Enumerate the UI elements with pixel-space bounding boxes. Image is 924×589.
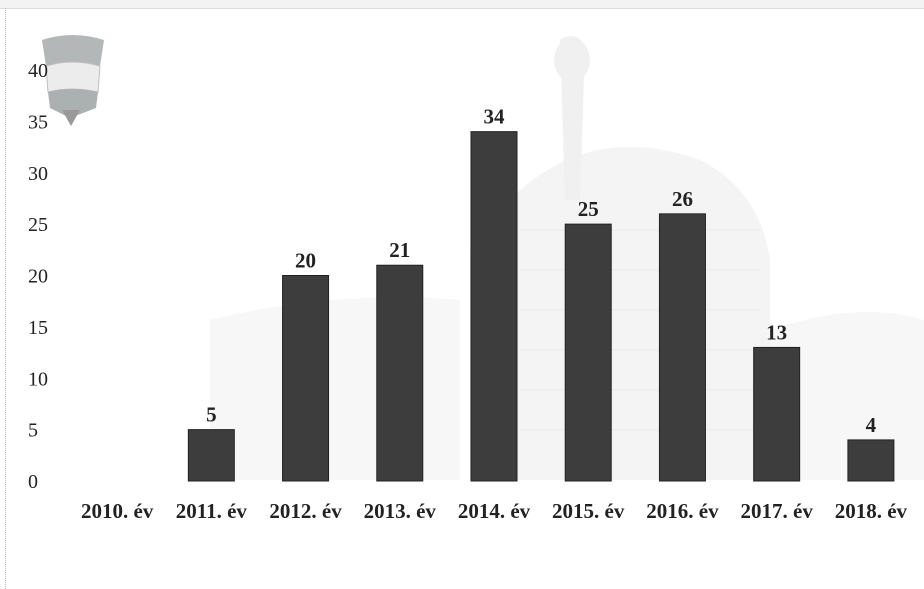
bar	[847, 439, 895, 482]
data-label: 34	[484, 105, 506, 129]
bar	[282, 275, 330, 482]
police-badge-icon	[42, 35, 104, 126]
y-tick-label: 5	[28, 420, 38, 442]
y-tick-label: 0	[28, 471, 38, 493]
y-tick-label: 40	[28, 60, 48, 82]
y-tick-label: 20	[28, 266, 48, 288]
y-tick-label: 10	[28, 368, 48, 390]
x-tick-label: 2018. év	[835, 499, 908, 523]
x-tick-label: 2011. év	[176, 499, 248, 523]
data-label: 21	[389, 238, 410, 262]
bar	[658, 213, 706, 482]
bar	[564, 223, 612, 482]
page-top-edge	[0, 0, 924, 9]
y-tick-label: 15	[28, 317, 48, 339]
bar	[753, 346, 801, 482]
data-label: 5	[206, 403, 217, 427]
x-tick-label: 2012. év	[269, 499, 342, 523]
data-label: 25	[578, 197, 599, 221]
x-tick-label: 2017. év	[741, 499, 814, 523]
x-tick-label: 2014. év	[458, 499, 531, 523]
bar	[376, 264, 424, 482]
bar	[470, 131, 518, 482]
x-tick-label: 2016. év	[646, 499, 719, 523]
page-left-edge	[0, 8, 6, 589]
data-label: 13	[766, 320, 787, 344]
data-label: 4	[866, 413, 877, 437]
data-label: 26	[672, 187, 693, 211]
x-tick-label: 2013. év	[364, 499, 437, 523]
y-tick-label: 35	[28, 111, 48, 133]
bar	[187, 429, 235, 482]
x-tick-label: 2015. év	[552, 499, 625, 523]
x-tick-label: 2010. év	[81, 499, 154, 523]
data-label: 20	[295, 249, 316, 273]
y-tick-label: 25	[28, 214, 48, 236]
y-tick-label: 30	[28, 163, 48, 185]
